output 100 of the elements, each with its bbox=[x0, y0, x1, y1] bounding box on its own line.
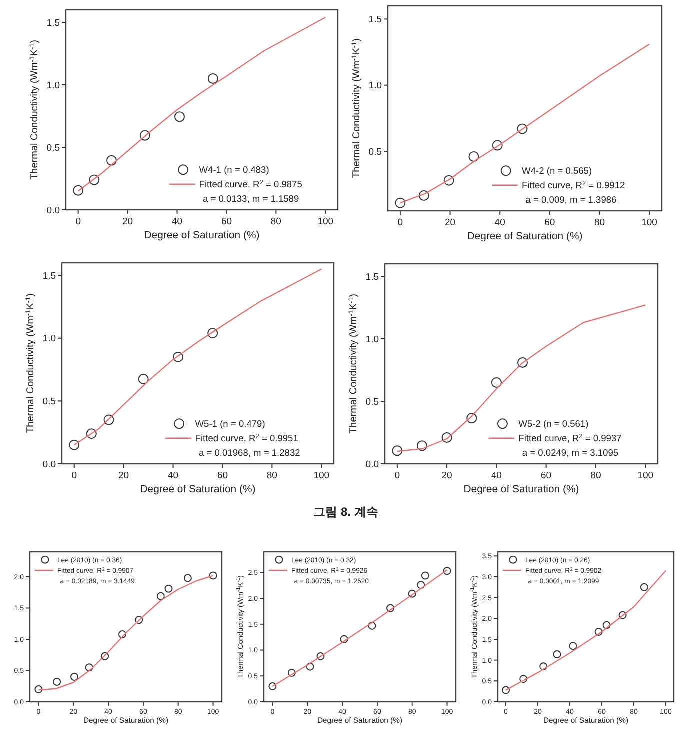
legend-label: W4-2 (n = 0.565) bbox=[522, 166, 592, 176]
x-tick-label: 0 bbox=[72, 470, 78, 482]
y-tick-label: 1.5 bbox=[368, 14, 382, 26]
legend-label: Fitted curve, R$^{2}$ = 0.9875 bbox=[199, 179, 302, 190]
point bbox=[184, 574, 192, 582]
y-tick-label: 1.5 bbox=[366, 272, 379, 283]
point bbox=[138, 374, 149, 384]
point bbox=[34, 686, 43, 694]
y-tick-label: 0.5 bbox=[366, 396, 379, 408]
point bbox=[164, 584, 173, 593]
x-axis-title: Degree of Saturation (%) bbox=[144, 230, 260, 242]
x-tick-label: 60 bbox=[221, 216, 232, 228]
x-tick-label: 80 bbox=[266, 470, 278, 482]
x-tick-label: 0 bbox=[76, 216, 82, 228]
point bbox=[104, 414, 114, 426]
point bbox=[466, 413, 478, 424]
x-tick-label: 20 bbox=[442, 470, 452, 482]
point bbox=[174, 112, 185, 122]
x-tick-label: 100 bbox=[314, 470, 330, 482]
y-tick-label: 1.5 bbox=[46, 18, 60, 29]
point bbox=[492, 140, 503, 151]
point bbox=[208, 74, 218, 84]
point bbox=[340, 635, 348, 644]
point bbox=[392, 446, 403, 456]
x-tick-label: 80 bbox=[590, 470, 602, 482]
legend-label: Fitted curve, R$^{2}$ = 0.9912 bbox=[522, 180, 626, 191]
y-tick-label: 1.0 bbox=[368, 80, 382, 92]
x-tick-label: 0 bbox=[394, 470, 400, 482]
legend-label: W4-1 (n = 0.483) bbox=[199, 165, 270, 176]
x-tick-label: 40 bbox=[494, 218, 506, 228]
point bbox=[156, 592, 165, 600]
point bbox=[594, 628, 603, 636]
point bbox=[640, 583, 648, 592]
point bbox=[268, 682, 277, 690]
y-tick-label: 1.0 bbox=[366, 334, 379, 346]
x-tick-label: 60 bbox=[217, 470, 228, 482]
point bbox=[418, 190, 430, 202]
legend-label: Fitted curve, R$^{2}$ = 0.9951 bbox=[195, 433, 298, 444]
point bbox=[140, 130, 150, 141]
y-tick-label: 0.5 bbox=[46, 142, 60, 154]
point bbox=[208, 328, 218, 339]
annotation: a = 0.009, m = 1.3986 bbox=[526, 195, 617, 206]
point bbox=[569, 642, 578, 650]
y-tick-label: 1.0 bbox=[46, 80, 60, 92]
x-tick-label: 40 bbox=[168, 470, 179, 482]
legend-label: W5-2 (n = 0.561) bbox=[518, 419, 589, 430]
point bbox=[416, 440, 428, 452]
x-axis-title: Degree of Saturation (%) bbox=[464, 484, 580, 496]
annotation: a = 0.0249, m = 3.1095 bbox=[522, 448, 619, 458]
x-tick-label: 40 bbox=[491, 470, 502, 482]
y-tick-label: 0.0 bbox=[366, 459, 379, 470]
point bbox=[517, 358, 528, 368]
point bbox=[517, 124, 528, 134]
point bbox=[306, 662, 314, 671]
point bbox=[86, 428, 97, 440]
x-tick-label: 40 bbox=[172, 216, 183, 228]
point bbox=[491, 378, 502, 388]
x-tick-label: 80 bbox=[594, 218, 606, 228]
y-tick-label: 1.5 bbox=[42, 270, 56, 282]
point bbox=[73, 185, 84, 196]
point bbox=[101, 652, 110, 660]
y-tick-label: 0.0 bbox=[42, 459, 56, 470]
point bbox=[602, 621, 611, 630]
point bbox=[135, 616, 144, 624]
x-tick-label: 60 bbox=[541, 470, 552, 482]
point bbox=[70, 673, 79, 681]
point bbox=[368, 622, 376, 630]
point bbox=[502, 686, 510, 694]
x-tick-label: 0 bbox=[398, 218, 404, 228]
x-axis-title: Degree of Saturation (%) bbox=[140, 484, 256, 496]
annotation: a = 0.0133, m = 1.1589 bbox=[203, 194, 300, 204]
point bbox=[443, 567, 452, 576]
x-tick-label: 100 bbox=[642, 218, 658, 228]
point bbox=[85, 664, 94, 672]
point bbox=[408, 590, 416, 598]
point bbox=[520, 675, 528, 684]
x-tick-label: 20 bbox=[444, 218, 456, 228]
y-tick-label: 0.5 bbox=[42, 396, 56, 408]
x-tick-label: 20 bbox=[118, 470, 130, 482]
x-tick-label: 20 bbox=[122, 216, 134, 228]
point bbox=[172, 352, 184, 362]
x-axis-title: Degree of Saturation (%) bbox=[467, 232, 583, 242]
point bbox=[209, 572, 218, 580]
point bbox=[118, 630, 127, 638]
point bbox=[288, 669, 296, 678]
point bbox=[89, 174, 100, 186]
x-tick-label: 100 bbox=[638, 470, 654, 482]
point bbox=[395, 198, 406, 208]
legend-label: W5-1 (n = 0.479) bbox=[195, 419, 266, 430]
annotation: a = 0.01968, m = 1.2832 bbox=[199, 448, 300, 458]
point bbox=[69, 440, 80, 450]
point bbox=[106, 155, 117, 166]
point bbox=[540, 662, 548, 671]
point bbox=[553, 650, 562, 658]
x-tick-label: 60 bbox=[544, 218, 556, 228]
y-tick-label: 0.5 bbox=[368, 146, 382, 158]
y-tick-label: 1.0 bbox=[42, 334, 56, 345]
point bbox=[417, 581, 426, 590]
point bbox=[618, 611, 627, 620]
point bbox=[53, 678, 62, 686]
